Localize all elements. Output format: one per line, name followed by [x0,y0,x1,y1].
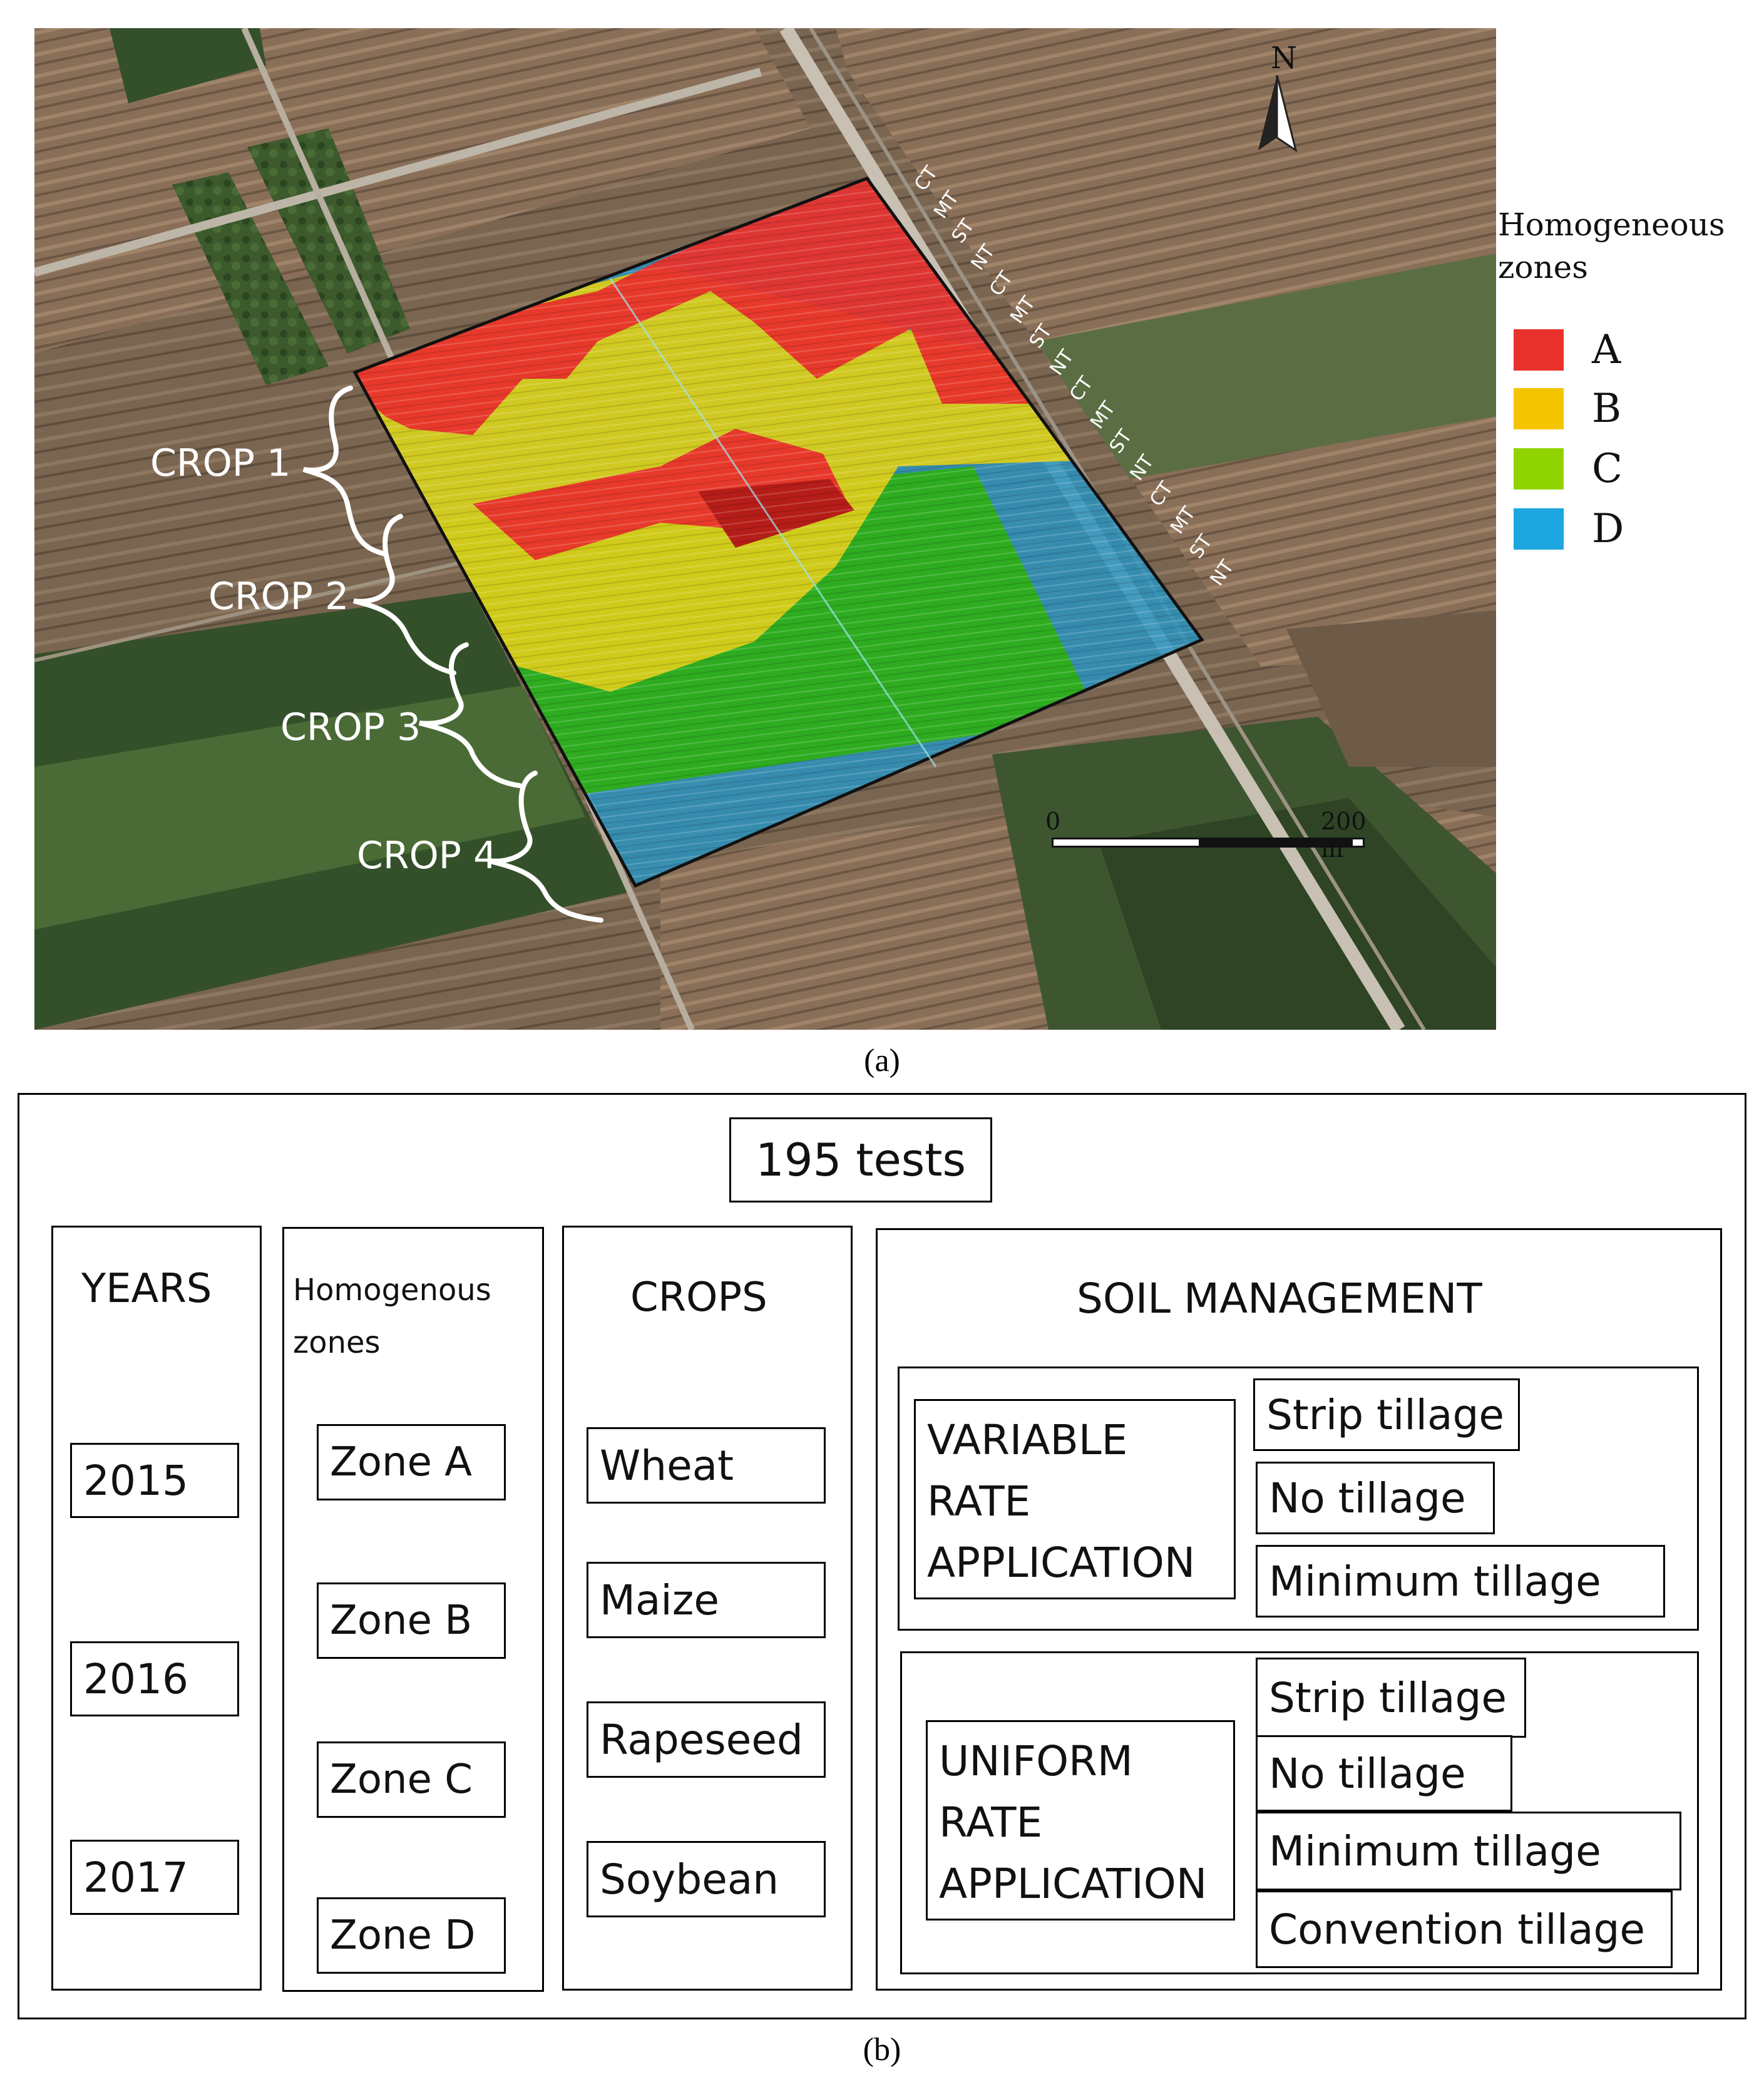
legend-label-c: C [1592,446,1623,492]
legend-title-line2: zones [1498,249,1588,285]
crop-item: Maize [587,1562,826,1638]
variable-rate-label: VARIABLE RATE APPLICATION [914,1399,1236,1599]
legend-label-d: D [1592,506,1624,552]
uniform-practice-item: Minimum tillage [1256,1812,1681,1890]
aerial-map [34,28,1496,1030]
crops-title: CROPS [630,1274,767,1321]
panel-a-caption: (a) [864,1043,900,1079]
soil-management-title: SOIL MANAGEMENT [1077,1274,1482,1323]
crop-label-3: CROP 3 [280,705,421,749]
north-arrow: N [1252,41,1302,160]
legend-swatch-d [1514,508,1564,550]
north-label: N [1271,41,1297,76]
variable-practice-item: No tillage [1256,1462,1495,1534]
zones-title-line1: Homogenous [293,1273,491,1308]
crop-label-4: CROP 4 [357,834,498,878]
legend-label-b: B [1592,386,1622,432]
zone-item: Zone C [317,1741,506,1818]
panel-b-caption: (b) [863,2032,901,2068]
total-tests-box: 195 tests [729,1117,992,1203]
scale-bar: 0 200 m [1045,808,1371,863]
crop-item: Soybean [587,1841,826,1917]
zone-item: Zone D [317,1897,506,1974]
crop-item: Rapeseed [587,1701,826,1778]
legend-swatch-b [1514,388,1564,429]
year-item: 2015 [70,1443,239,1518]
uniform-practice-item: Convention tillage [1256,1890,1673,1968]
scale-end: 200 m [1321,808,1367,863]
zones-title-line2: zones [293,1325,381,1360]
scale-start: 0 [1045,808,1061,835]
uniform-practice-item: Strip tillage [1256,1658,1526,1738]
zone-item: Zone A [317,1424,506,1500]
crop-label-1: CROP 1 [150,441,291,485]
variable-practice-item: Strip tillage [1253,1378,1520,1451]
legend-swatch-a [1514,329,1564,371]
uniform-practice-item: No tillage [1256,1735,1512,1812]
uniform-rate-label: UNIFORM RATE APPLICATION [926,1720,1235,1920]
year-item: 2017 [70,1840,239,1915]
crop-label-2: CROP 2 [208,575,349,618]
zone-item: Zone B [317,1582,506,1659]
crop-item: Wheat [587,1427,826,1504]
legend-swatch-c [1514,448,1564,490]
zone-legend: Homogeneous zones A B C D [1498,207,1761,570]
legend-title-line1: Homogeneous [1498,207,1725,243]
year-item: 2016 [70,1641,239,1716]
legend-label-a: A [1592,327,1621,373]
variable-practice-item: Minimum tillage [1256,1545,1665,1618]
years-title: YEARS [81,1266,212,1312]
